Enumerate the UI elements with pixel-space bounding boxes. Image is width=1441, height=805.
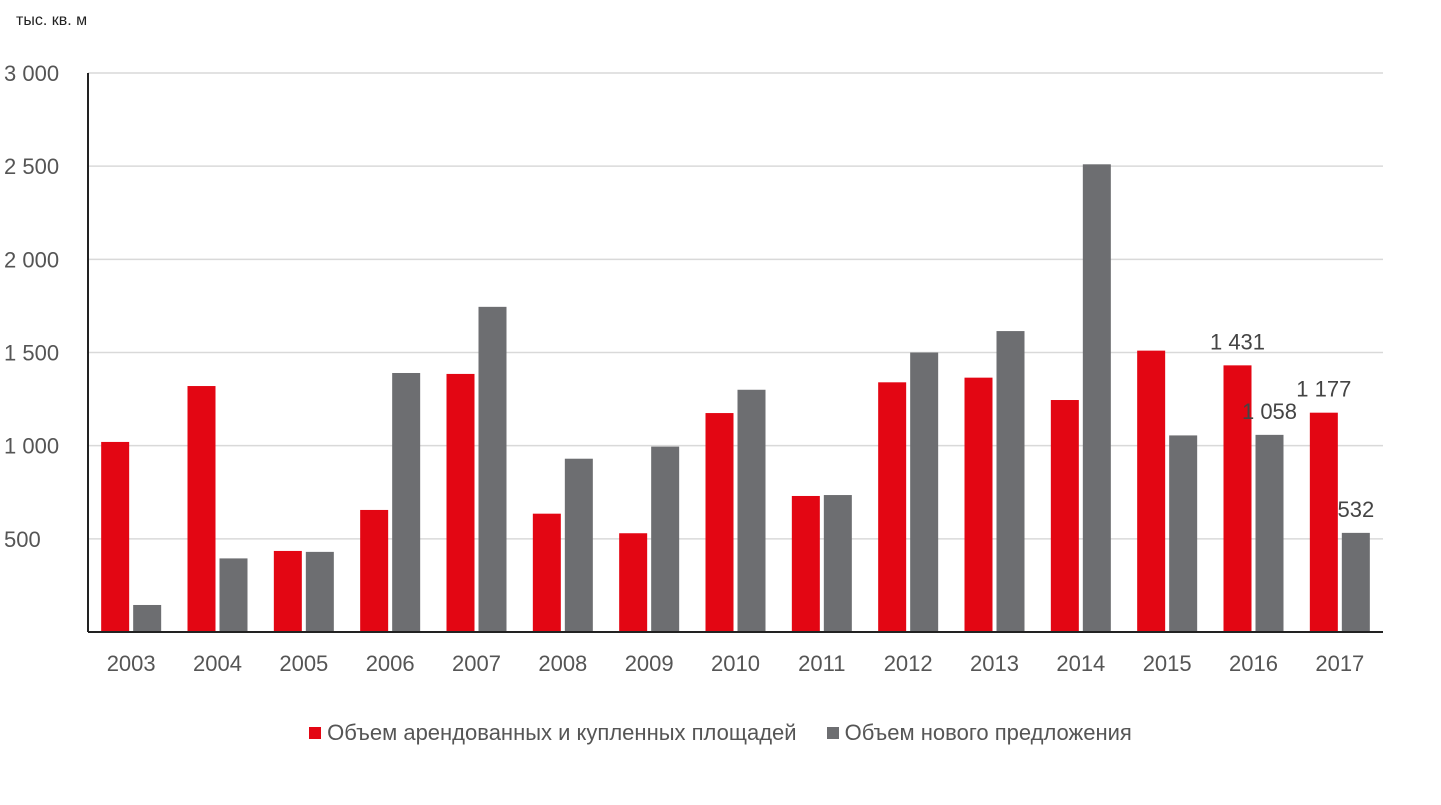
x-tick-label: 2014 xyxy=(1056,651,1105,676)
bar-leased-2005 xyxy=(273,550,302,632)
legend-label-leased: Объем арендованных и купленных площадей xyxy=(327,720,797,745)
data-label: 1 431 xyxy=(1210,329,1265,354)
x-tick-label: 2003 xyxy=(107,651,156,676)
bar-new-supply-2009 xyxy=(651,446,680,632)
x-tick-label: 2006 xyxy=(366,651,415,676)
bar-new-supply-2006 xyxy=(392,372,421,632)
bar-leased-2006 xyxy=(360,509,389,632)
x-tick-labels: 2003 2004 2005 2006 2007 2008 2009 2010 2011 2012… xyxy=(107,651,1365,676)
bar-new-supply-2013 xyxy=(996,331,1025,632)
y-tick-label: 500 xyxy=(4,527,41,552)
legend-swatch-red xyxy=(309,727,322,739)
x-tick-label: 2007 xyxy=(452,651,501,676)
bar-leased-2014 xyxy=(1050,400,1079,632)
bar-new-supply-2008 xyxy=(564,458,593,632)
x-tick-label: 2016 xyxy=(1229,651,1278,676)
y-tick-label: 1 500 xyxy=(4,341,59,366)
x-tick-label: 2005 xyxy=(279,651,328,676)
bar-leased-2012 xyxy=(878,382,907,632)
bar-new-supply-2011 xyxy=(823,495,852,632)
legend: Объем арендованных и купленных площадей … xyxy=(0,720,1441,746)
bar-leased-2011 xyxy=(791,495,820,632)
bar-leased-2017 xyxy=(1309,412,1338,632)
x-tick-label: 2013 xyxy=(970,651,1019,676)
legend-item-leased: Объем арендованных и купленных площадей xyxy=(309,720,797,746)
bar-new-supply-2017 xyxy=(1341,532,1370,632)
data-label: 532 xyxy=(1337,497,1374,522)
y-tick-labels: 500 1 000 1 500 2 000 2 500 3 000 xyxy=(4,61,59,552)
bar-leased-2016 xyxy=(1223,365,1252,632)
bars xyxy=(101,164,1370,632)
bar-leased-2013 xyxy=(964,377,993,632)
bar-leased-2004 xyxy=(187,386,216,632)
data-label: 1 058 xyxy=(1242,399,1297,424)
bar-new-supply-2007 xyxy=(478,306,507,632)
bar-leased-2008 xyxy=(532,513,561,632)
x-tick-label: 2012 xyxy=(884,651,933,676)
x-tick-label: 2017 xyxy=(1315,651,1364,676)
bar-new-supply-2014 xyxy=(1082,164,1111,632)
y-tick-label: 2 000 xyxy=(4,247,59,272)
x-tick-label: 2004 xyxy=(193,651,242,676)
x-tick-label: 2009 xyxy=(625,651,674,676)
bar-new-supply-2015 xyxy=(1169,435,1198,632)
y-tick-label: 2 500 xyxy=(4,154,59,179)
bar-new-supply-2004 xyxy=(219,558,248,632)
bar-new-supply-2005 xyxy=(305,551,334,632)
x-tick-label: 2008 xyxy=(538,651,587,676)
x-tick-label: 2010 xyxy=(711,651,760,676)
bar-leased-2009 xyxy=(619,533,648,632)
bar-leased-2007 xyxy=(446,373,475,632)
data-label: 1 177 xyxy=(1296,377,1351,402)
y-axis-unit-label: тыс. кв. м xyxy=(16,12,88,29)
legend-item-new-supply: Объем нового предложения xyxy=(826,720,1132,746)
bar-new-supply-2016 xyxy=(1255,434,1284,632)
legend-label-new-supply: Объем нового предложения xyxy=(844,720,1132,745)
legend-swatch-gray xyxy=(826,727,839,739)
bar-new-supply-2003 xyxy=(133,604,162,632)
x-tick-label: 2015 xyxy=(1143,651,1192,676)
x-tick-label: 2011 xyxy=(798,651,845,676)
bar-new-supply-2012 xyxy=(910,352,939,632)
gridlines xyxy=(88,72,1383,540)
bar-leased-2010 xyxy=(705,413,734,632)
bar-leased-2015 xyxy=(1137,350,1166,632)
y-tick-label: 1 000 xyxy=(4,434,59,459)
bar-leased-2003 xyxy=(101,441,130,632)
bar-new-supply-2010 xyxy=(737,389,766,632)
y-tick-label: 3 000 xyxy=(4,61,59,86)
